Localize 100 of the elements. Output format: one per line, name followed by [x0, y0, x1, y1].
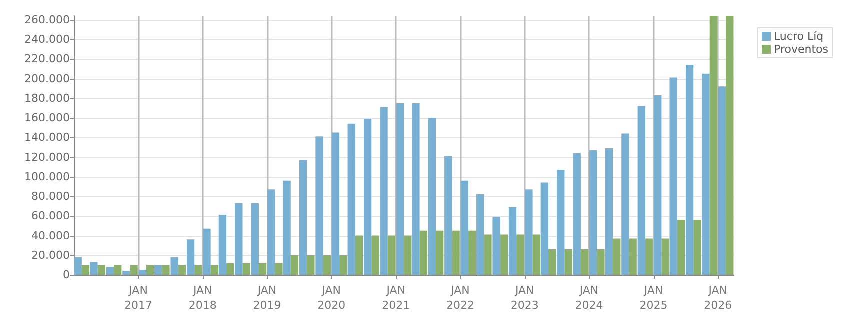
bar [412, 103, 420, 275]
bar [106, 267, 114, 275]
y-tick-label: 40.000 [32, 229, 70, 242]
bar [540, 182, 548, 275]
bar [629, 238, 637, 275]
bar [557, 170, 565, 275]
bar [203, 228, 211, 275]
bar [186, 240, 195, 275]
bar [170, 257, 178, 275]
bar [226, 263, 234, 275]
y-tick-label: 20.000 [32, 248, 70, 262]
bar [613, 238, 621, 275]
y-tick-label: 260.000 [24, 13, 70, 26]
bar [299, 160, 308, 275]
bar [90, 262, 98, 275]
legend-label: Proventos [774, 43, 829, 56]
bar [580, 249, 589, 275]
bar [178, 265, 186, 275]
bar [597, 249, 605, 275]
x-tick-label: JAN 2024 [575, 284, 604, 312]
bar [662, 238, 670, 275]
bar [283, 180, 291, 275]
bar [218, 215, 227, 275]
bar [316, 136, 324, 275]
bar [355, 236, 364, 275]
bar [138, 270, 146, 275]
bar [444, 156, 452, 275]
bar [525, 190, 533, 275]
bar [235, 203, 243, 275]
bar [364, 119, 372, 275]
bar [74, 257, 82, 275]
bar [82, 265, 90, 275]
bar [194, 265, 202, 275]
bar [98, 265, 106, 275]
bar [114, 265, 122, 275]
y-tick-label: 80.000 [32, 190, 70, 204]
bar [694, 220, 702, 275]
bar [268, 190, 276, 275]
bar [638, 106, 646, 275]
y-tick-label: 100.000 [24, 170, 70, 184]
bar [476, 194, 484, 275]
bar [428, 118, 436, 275]
bar [122, 271, 130, 275]
bar [251, 203, 259, 275]
bar [677, 220, 686, 275]
bar [702, 74, 710, 275]
x-tick-label: JAN 2026 [704, 284, 732, 312]
bar [380, 107, 388, 275]
y-tick-label: 160.000 [24, 112, 70, 125]
y-tick-label: 0 [63, 268, 70, 282]
x-tick-label: JAN 2022 [446, 284, 475, 312]
bar [654, 95, 662, 275]
bar [460, 180, 468, 275]
bar [388, 236, 396, 275]
bar [420, 230, 428, 275]
bar [622, 134, 630, 275]
bar [242, 263, 250, 275]
bar [290, 255, 299, 275]
bar [404, 236, 412, 275]
y-tick-label: 180.000 [24, 92, 70, 105]
bar [726, 16, 734, 275]
y-tick-label: 60.000 [32, 210, 70, 223]
bar [516, 234, 524, 275]
y-tick-label: 120.000 [24, 150, 70, 164]
legend-label: Lucro Líq [774, 30, 824, 43]
x-tick-label: JAN 2019 [253, 284, 282, 312]
bar [710, 16, 718, 275]
bar [564, 249, 572, 275]
bar [686, 65, 694, 275]
bar [146, 265, 154, 275]
bar [340, 255, 348, 275]
bar [372, 236, 380, 275]
bar [532, 234, 540, 275]
bar [258, 263, 267, 275]
bar [348, 124, 356, 275]
bar [332, 132, 340, 275]
bar [718, 86, 726, 275]
bar [307, 255, 315, 275]
bar [275, 263, 283, 275]
bar [162, 265, 170, 275]
bar [573, 153, 581, 275]
x-tick-label: JAN 2021 [382, 284, 410, 312]
bar [468, 230, 476, 275]
bar [130, 265, 138, 275]
y-tick-label: 140.000 [24, 131, 70, 144]
bar [436, 230, 444, 275]
x-tick-label: JAN 2018 [188, 284, 217, 312]
y-tick-label: 200.000 [24, 72, 70, 86]
x-tick-label: JAN 2017 [124, 284, 153, 312]
x-tick-label: JAN 2020 [318, 284, 346, 312]
bar [548, 249, 556, 275]
bar [645, 238, 654, 275]
bar [670, 78, 678, 275]
bar [605, 148, 614, 275]
y-tick-label: 240.000 [24, 33, 70, 46]
bar [590, 150, 598, 275]
bar [484, 234, 492, 275]
bar [396, 103, 404, 275]
y-tick-label: 220.000 [24, 52, 70, 66]
bar [452, 230, 460, 275]
